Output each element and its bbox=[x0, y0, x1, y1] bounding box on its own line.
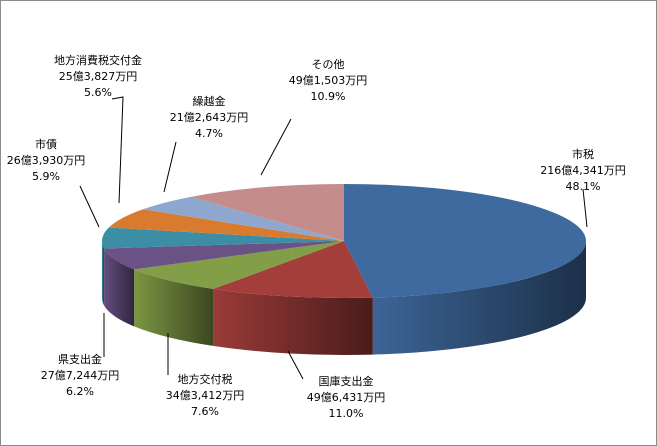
data-label-amount: 216億4,341万円 bbox=[540, 164, 626, 177]
data-label-name: 市税 bbox=[572, 147, 594, 161]
pie-slice-side bbox=[134, 269, 214, 346]
data-label-percent: 7.6% bbox=[191, 405, 219, 418]
pie-slice bbox=[213, 241, 373, 298]
data-label-name: 県支出金 bbox=[58, 352, 102, 366]
data-label-name: 地方消費税交付金 bbox=[54, 53, 142, 67]
leader-line bbox=[260, 118, 292, 176]
data-label-percent: 5.9% bbox=[32, 170, 60, 183]
data-label-amount: 25億3,827万円 bbox=[59, 70, 138, 83]
data-label-name: 市債 bbox=[35, 137, 57, 151]
leader-line bbox=[111, 96, 124, 204]
pie-slice bbox=[190, 184, 344, 241]
leader-line bbox=[287, 350, 304, 380]
pie-slice bbox=[134, 241, 344, 289]
data-label-amount: 21億2,643万円 bbox=[170, 111, 249, 124]
pie-slice-side bbox=[213, 288, 373, 355]
leader-line bbox=[79, 185, 100, 228]
data-label-percent: 4.7% bbox=[195, 127, 223, 140]
data-label-amount: 34億3,412万円 bbox=[166, 389, 245, 402]
data-label-percent: 6.2% bbox=[66, 385, 94, 398]
data-label-percent: 5.6% bbox=[84, 86, 112, 99]
data-label-name: 地方交付税 bbox=[178, 372, 233, 386]
data-label-percent: 11.0% bbox=[329, 407, 364, 420]
data-label-amount: 26億3,930万円 bbox=[7, 154, 86, 167]
pie-slice bbox=[142, 196, 344, 241]
data-label-percent: 10.9% bbox=[311, 90, 346, 103]
leader-line bbox=[582, 188, 588, 228]
pie-slice-side bbox=[104, 248, 135, 327]
pie-slice-side bbox=[372, 241, 586, 355]
data-label-amount: 49億6,431万円 bbox=[307, 391, 386, 404]
pie-slice bbox=[102, 227, 344, 249]
data-label-amount: 49億1,503万円 bbox=[289, 74, 368, 87]
data-label-amount: 27億7,244万円 bbox=[41, 369, 120, 382]
pie-slice bbox=[344, 184, 586, 298]
data-label-name: 国庫支出金 bbox=[319, 374, 374, 388]
data-label-name: 繰越金 bbox=[193, 94, 226, 108]
pie-slice-side bbox=[102, 241, 105, 306]
pie-slice bbox=[108, 209, 345, 241]
leader-line bbox=[163, 141, 177, 193]
data-label-name: その他 bbox=[312, 58, 345, 71]
pie-slice bbox=[104, 241, 345, 270]
data-label-percent: 48.1% bbox=[566, 180, 601, 193]
